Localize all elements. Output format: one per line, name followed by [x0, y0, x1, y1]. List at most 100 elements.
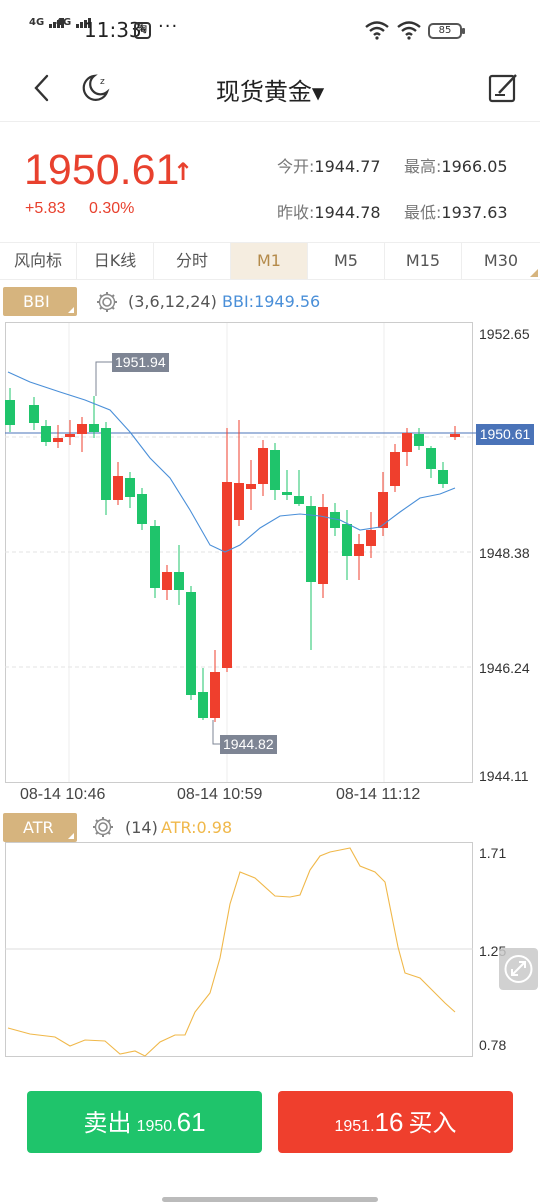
candle-body [318, 507, 328, 584]
stat-high-label: 最高: [404, 157, 442, 176]
candle-body [210, 672, 220, 718]
tab-m30[interactable]: M30 [462, 243, 540, 279]
stat-open: 今开:1944.77 [277, 153, 381, 177]
tab-m15[interactable]: M15 [385, 243, 462, 279]
page-title: 现货黄金 [215, 78, 312, 106]
wifi-2-icon [397, 21, 421, 40]
stat-prev-close: 昨收:1944.78 [277, 199, 381, 223]
candle-body [222, 482, 232, 668]
stat-open-value: 1944.77 [314, 157, 381, 176]
candle-body [414, 434, 424, 446]
tab-daily-k[interactable]: 日K线 [77, 243, 154, 279]
tab-wind-vane[interactable]: 风向标 [0, 243, 77, 279]
stat-high-value: 1966.05 [441, 157, 508, 176]
candle-body [366, 530, 376, 546]
candle-body [174, 572, 184, 590]
clock: 11:33 [84, 18, 142, 42]
y-tick-label: 1948.38 [479, 545, 530, 561]
buy-price-dec: 16 [374, 1107, 404, 1137]
x-tick-label: 08-14 11:12 [336, 786, 421, 803]
sell-price-int: 1950. [136, 1118, 177, 1135]
y-tick-label: 1952.65 [479, 326, 530, 342]
tab-m1[interactable]: M1 [231, 243, 308, 279]
stat-prev-close-label: 昨收: [277, 203, 315, 222]
gear-icon[interactable] [95, 290, 119, 314]
svg-text:z: z [100, 77, 105, 87]
more-notifications-icon: ··· [158, 16, 179, 37]
divider [0, 121, 540, 122]
stat-open-label: 今开: [277, 157, 315, 176]
battery-icon: 85 [428, 23, 465, 39]
taobao-notification-icon: 淘 [134, 22, 151, 39]
candle-body [282, 492, 292, 495]
x-tick-label: 08-14 10:46 [20, 786, 106, 803]
sell-price-dec: 61 [176, 1107, 206, 1137]
candle-body [5, 400, 15, 425]
fullscreen-button[interactable] [499, 948, 538, 990]
wifi-icon [365, 21, 389, 40]
candle-body [426, 448, 436, 469]
tab-m5[interactable]: M5 [308, 243, 385, 279]
period-tabs: 风向标 日K线 分时 M1 M5 M15 M30 [0, 242, 540, 280]
candle-body [65, 434, 75, 437]
buy-price-int: 1951. [334, 1118, 375, 1135]
stat-low-label: 最低: [404, 203, 442, 222]
buy-label: 买入 [408, 1109, 457, 1137]
candle-body [41, 426, 51, 442]
buy-button[interactable]: 1951.16 买入 [278, 1091, 513, 1153]
main-indicator-params: (3,6,12,24) [128, 292, 217, 311]
candle-body [186, 592, 196, 695]
price-change-pct: 0.30% [89, 200, 135, 217]
signal-2-icon: 4G [56, 17, 92, 28]
candle-body [450, 434, 460, 437]
candle-body [378, 492, 388, 528]
candle-body [162, 572, 172, 590]
signal-1-label: 4G [29, 17, 45, 28]
moon-icon[interactable]: z [78, 72, 112, 104]
expand-icon [504, 955, 533, 983]
y-tick-label: 1944.11 [479, 768, 529, 784]
back-icon[interactable] [30, 73, 54, 103]
min-price-tag: 1944.82 [220, 735, 277, 754]
current-price-tag: 1950.61 [476, 424, 534, 445]
candle-body [438, 470, 448, 484]
candle-body [354, 544, 364, 556]
sub-indicator-value: ATR:0.98 [161, 818, 233, 837]
candle-body [77, 424, 87, 434]
candle-body [150, 526, 160, 588]
candles [5, 388, 460, 722]
home-indicator [162, 1197, 378, 1202]
atr-y-tick-label: 0.78 [479, 1037, 507, 1053]
status-bar: 4G 4G 11:33 淘 ··· 85 [0, 0, 540, 62]
sub-indicator-chip[interactable]: ATR [3, 813, 77, 842]
candle-body [234, 483, 244, 520]
atr-chart [5, 847, 473, 1057]
min-marker-line [212, 720, 220, 745]
bbi-line [7, 371, 456, 553]
gear-icon[interactable] [91, 815, 115, 839]
candle-body [390, 452, 400, 486]
y-tick-label: 1946.24 [479, 660, 530, 676]
stat-low-value: 1937.63 [441, 203, 508, 222]
atr-line [7, 847, 456, 1057]
tab-intraday[interactable]: 分时 [154, 243, 231, 279]
candle-body [89, 424, 99, 432]
main-indicator-chip[interactable]: BBI [3, 287, 77, 316]
sell-label: 卖出 [83, 1109, 132, 1137]
candlestick-chart [5, 323, 476, 782]
tab-more-corner-icon [530, 269, 538, 277]
candle-body [402, 433, 412, 452]
max-marker-line [95, 361, 112, 396]
candle-body [53, 438, 63, 442]
main-indicator-value: BBI:1949.56 [222, 292, 321, 311]
sell-button[interactable]: 卖出 1950.61 [27, 1091, 262, 1153]
candle-body [125, 478, 135, 497]
tab-m30-label: M30 [483, 251, 519, 270]
note-edit-icon[interactable] [487, 71, 521, 105]
instrument-selector[interactable]: 现货黄金▼ [0, 72, 540, 107]
candle-body [270, 450, 280, 490]
stat-high: 最高:1966.05 [404, 153, 508, 177]
candle-body [246, 484, 256, 489]
candle-body [306, 506, 316, 582]
candle-body [342, 524, 352, 556]
